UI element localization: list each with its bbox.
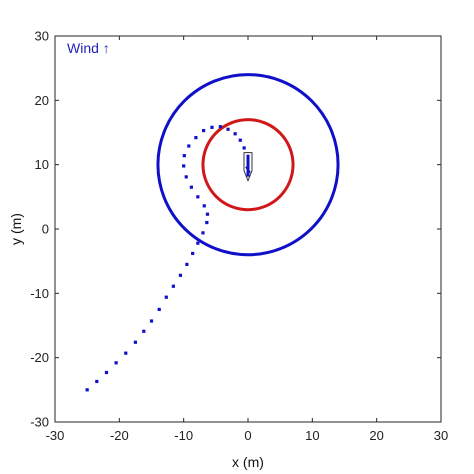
x-axis-ticks: -30 -20 -10 0 10 20 30 [46, 36, 448, 443]
trajectory-point [133, 340, 138, 344]
trajectory-point [182, 164, 186, 168]
trajectory-point [185, 262, 189, 266]
trajectory-point [205, 212, 210, 216]
inner-circle [201, 118, 295, 212]
outer-circle [156, 73, 340, 257]
x-tick-label: 30 [434, 428, 448, 443]
trajectory-point [124, 351, 128, 355]
boat-rudder [245, 166, 251, 174]
trajectory-point [178, 273, 183, 277]
trajectory-point [157, 307, 161, 312]
trajectory-point [191, 251, 195, 256]
trajectory-point [164, 295, 168, 299]
y-tick-label: 10 [35, 157, 49, 172]
x-tick-label: 20 [369, 428, 383, 443]
trajectory-point [85, 388, 89, 392]
trajectory-point [242, 146, 246, 150]
boat-icon [243, 152, 253, 183]
trajectory-point [149, 319, 154, 323]
trajectory-point [201, 231, 205, 235]
y-tick-label: -10 [30, 286, 49, 301]
x-tick-label: 0 [244, 428, 251, 443]
trajectory-point [171, 284, 175, 288]
circles-layer [156, 73, 340, 257]
trajectory-point [226, 127, 230, 131]
y-axis-ticks: -30 -20 -10 0 10 20 30 [30, 29, 441, 430]
y-tick-label: 30 [35, 29, 49, 44]
y-tick-label: -20 [30, 350, 49, 365]
y-tick-label: 0 [42, 222, 49, 237]
x-axis-label: x (m) [232, 454, 264, 470]
x-tick-label: -30 [46, 428, 65, 443]
trajectory-point [238, 138, 242, 142]
y-axis-label: y (m) [8, 213, 24, 245]
y-tick-label: -30 [30, 415, 49, 430]
trajectory-point [187, 144, 191, 148]
trajectory-point [182, 154, 186, 158]
trajectory-point [95, 379, 99, 384]
trajectory-point [194, 136, 198, 140]
trajectory-point [202, 128, 206, 133]
x-tick-label: -20 [110, 428, 129, 443]
trajectory-point [114, 361, 118, 365]
x-tick-label: 10 [305, 428, 319, 443]
y-tick-label: 20 [35, 93, 49, 108]
trajectory-point [205, 220, 209, 225]
wind-annotation: Wind ↑ [67, 40, 110, 56]
trajectory-point [210, 125, 214, 129]
trajectory-point [218, 125, 222, 129]
trajectory-point [196, 241, 200, 245]
trajectory-point [233, 132, 237, 136]
x-tick-label: -10 [174, 428, 193, 443]
trajectory-point [184, 175, 188, 179]
trajectory-point [104, 370, 109, 375]
trajectory-point [189, 185, 193, 189]
trajectory-point [196, 195, 200, 199]
plot-background [55, 36, 441, 422]
trajectory-point [142, 329, 146, 333]
trajectory-point [202, 204, 206, 208]
